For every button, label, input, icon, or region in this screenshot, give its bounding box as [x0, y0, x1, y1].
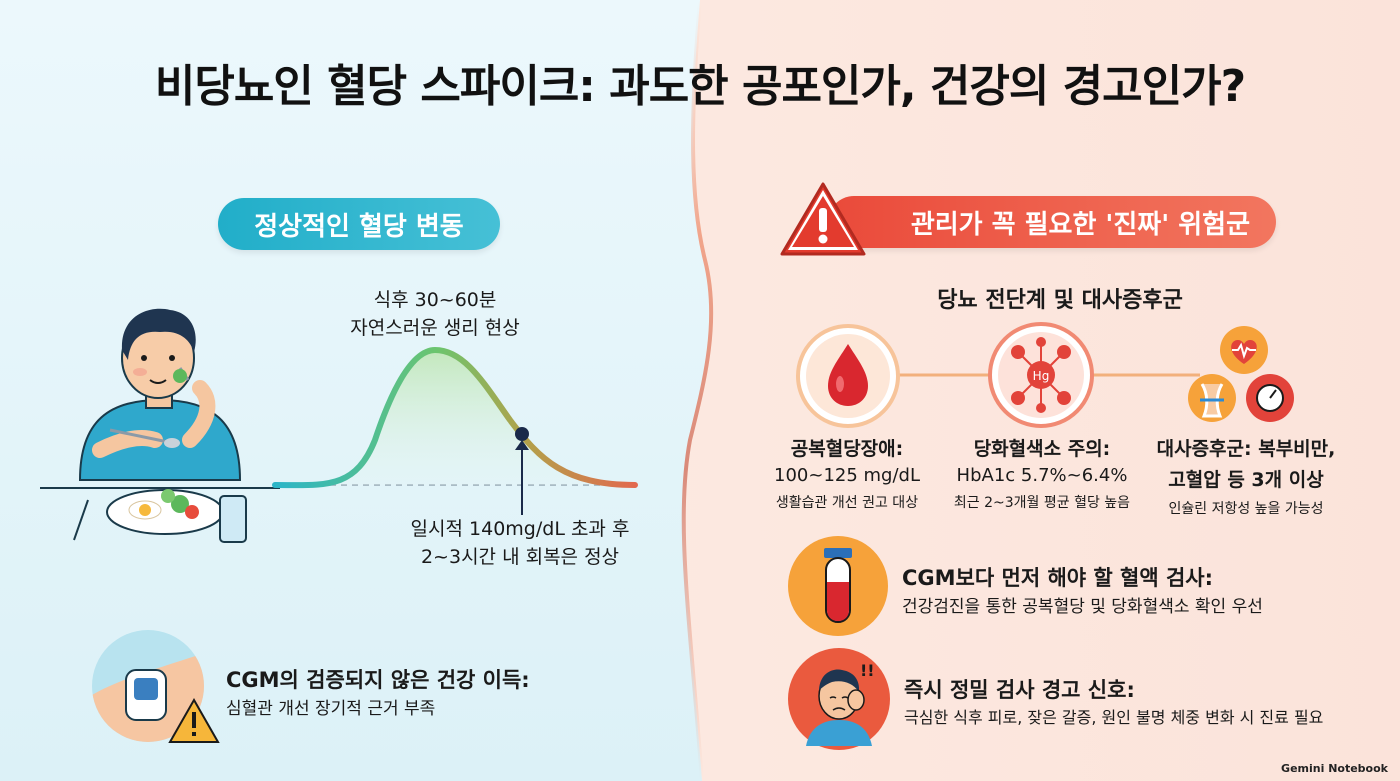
risk-col-metabolic: 대사증후군: 복부비만, 고혈압 등 3개 이상 인슐린 저항성 높을 가능성 [1140, 434, 1352, 518]
curve-top-label: 식후 30~60분 자연스러운 생리 현상 [330, 286, 540, 342]
cgm-sensor-illustration [92, 630, 220, 743]
metabolic-title: 대사증후군: 복부비만, [1156, 438, 1336, 460]
normal-variation-pill: 정상적인 혈당 변동 [218, 198, 500, 250]
fasting-value: 100~125 mg/dL [774, 465, 920, 486]
page-title: 비당뇨인 혈당 스파이크: 과도한 공포인가, 건강의 경고인가? [154, 61, 1246, 112]
fasting-note: 생활습관 개선 권고 대상 [775, 495, 919, 511]
cgm-benefit-title: CGM의 검증되지 않은 건강 이득: [226, 668, 530, 692]
exclaim-mark: !! [860, 661, 875, 680]
metabolic-icons [1188, 326, 1294, 422]
curve-bottom-line1: 일시적 140mg/dL 초과 후 [410, 518, 630, 540]
risk-col-hba1c: 당화혈색소 주의: HbA1c 5.7%~6.4% 최근 2~3개월 평균 혈당… [942, 434, 1142, 512]
recovery-point [515, 427, 529, 441]
warning-sign-title: 즉시 정밀 검사 경고 신호: [904, 678, 1135, 702]
curve-bottom-label: 일시적 140mg/dL 초과 후 2~3시간 내 회복은 정상 [380, 515, 660, 571]
hemoglobin-icon: Hg [988, 322, 1094, 428]
hba1c-note: 최근 2~3개월 평균 혈당 높음 [953, 495, 1131, 511]
curve-top-line2: 자연스러운 생리 현상 [350, 317, 520, 339]
hg-label: Hg [1033, 369, 1050, 383]
curve-top-line1: 식후 30~60분 [373, 289, 497, 311]
warning-sign-desc: 극심한 식후 피로, 잦은 갈증, 원인 불명 체중 변화 시 진료 필요 [904, 708, 1324, 727]
blood-test-title: CGM보다 먼저 해야 할 혈액 검사: [902, 566, 1214, 590]
fasting-title: 공복혈당장애: [790, 438, 904, 460]
brand-label: Gemini Notebook [1281, 762, 1388, 775]
risk-group-pill: 관리가 꼭 필요한 '진짜' 위험군 [828, 196, 1276, 248]
blood-test-desc: 건강검진을 통한 공복혈당 및 당화혈색소 확인 우선 [902, 597, 1263, 617]
person-eating-illustration [40, 308, 280, 543]
blood-drop-icon [796, 324, 900, 428]
tired-person-icon: !! [788, 648, 890, 750]
metabolic-value: 고혈압 등 3개 이상 [1168, 469, 1324, 491]
glucose-curve-chart [272, 346, 638, 515]
heart-icon [1231, 340, 1257, 364]
blood-tube-icon [788, 536, 888, 636]
risk-col-fasting: 공복혈당장애: 100~125 mg/dL 생활습관 개선 권고 대상 [752, 434, 942, 512]
hba1c-title: 당화혈색소 주의: [973, 438, 1111, 460]
prediabetes-subtitle: 당뇨 전단계 및 대사증후군 [937, 288, 1183, 313]
curve-bottom-line2: 2~3시간 내 회복은 정상 [420, 546, 620, 568]
hba1c-value: HbA1c 5.7%~6.4% [956, 465, 1128, 486]
metabolic-note: 인슐린 저항성 높을 가능성 [1168, 501, 1324, 517]
cgm-benefit-desc: 심혈관 개선 장기적 근거 부족 [226, 699, 436, 719]
warning-icon [780, 182, 866, 256]
